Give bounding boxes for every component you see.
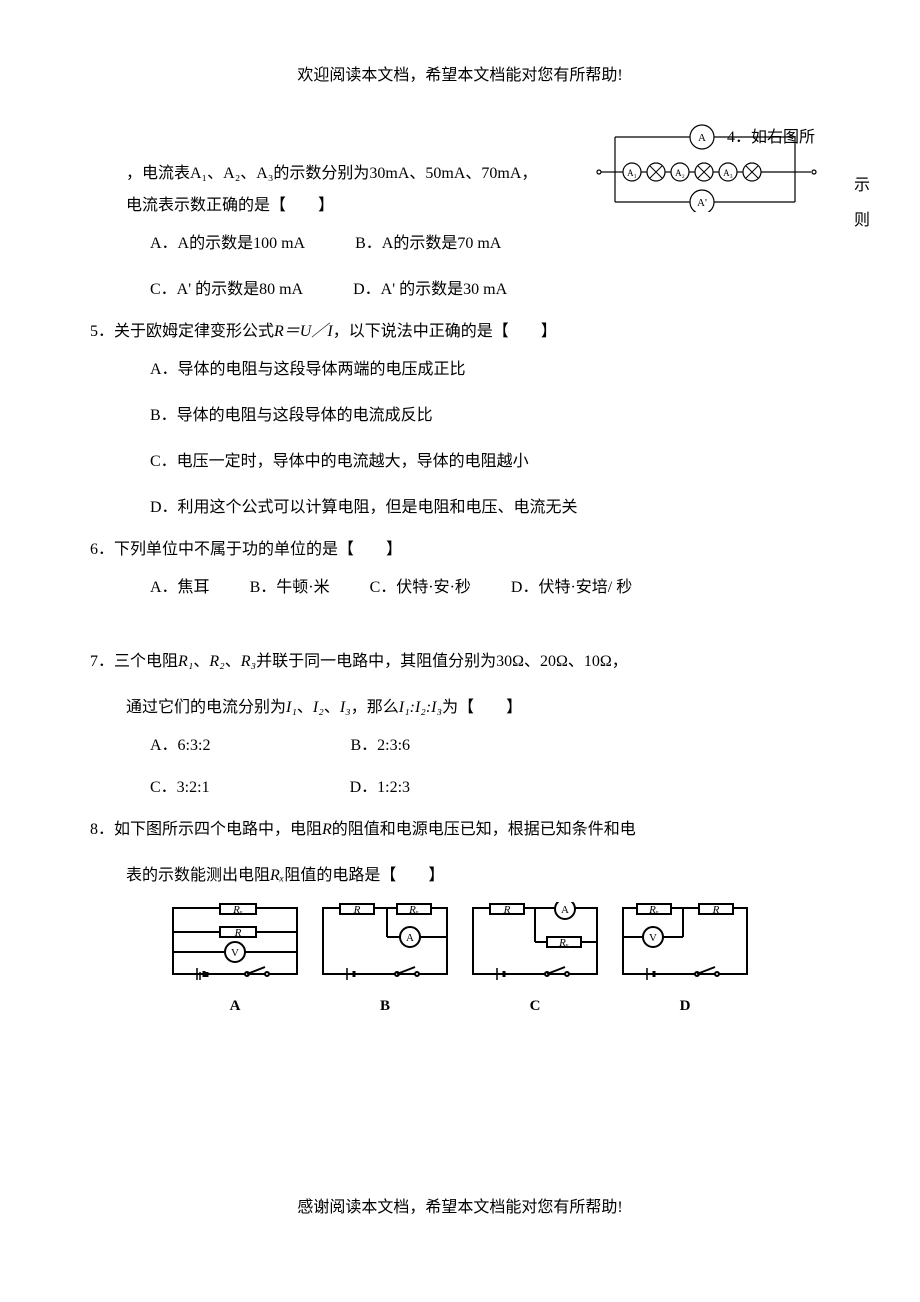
q4-side2: 则 bbox=[854, 205, 870, 237]
svg-text:A': A' bbox=[697, 197, 707, 209]
svg-text:R: R bbox=[712, 904, 720, 916]
page-header: 欢迎阅读本文档，希望本文档能对您有所帮助! bbox=[90, 60, 830, 92]
page-footer: 感谢阅读本文档，希望本文档能对您有所帮助! bbox=[0, 1193, 920, 1217]
q8-diagrams: Rₓ R V bbox=[90, 902, 830, 1021]
q6-stem: 6．下列单位中不属于功的单位的是【 】 bbox=[90, 534, 830, 566]
q7-i2: I₂ bbox=[313, 699, 324, 716]
q7-opt-b: B．2:3:6 bbox=[350, 730, 410, 762]
q7-l1a: 7．三个电阻 bbox=[90, 653, 178, 670]
q8-circuit-c: R A Rₓ bbox=[465, 902, 605, 987]
q7-l2c: 为【 】 bbox=[442, 699, 522, 716]
q4-opt-a: A．A的示数是100 mA bbox=[150, 228, 305, 260]
q6: 6．下列单位中不属于功的单位的是【 】 A．焦耳 B．牛顿·米 C．伏特·安·秒… bbox=[90, 534, 830, 604]
q8-l2a: 表的示数能测出电阻 bbox=[126, 867, 270, 884]
q6-opt-d: D．伏特·安培/ 秒 bbox=[511, 572, 632, 604]
svg-text:A₃: A₃ bbox=[723, 168, 733, 178]
q8-Rx: Rₓ bbox=[270, 867, 284, 884]
q8-R: R bbox=[322, 821, 332, 838]
q8-circuit-a: Rₓ R V bbox=[165, 902, 305, 987]
svg-text:A: A bbox=[406, 932, 414, 944]
svg-text:V: V bbox=[649, 932, 657, 944]
q8-circuit-b: R Rₓ A bbox=[315, 902, 455, 987]
q5-stem-b: ，以下说法中正确的是【 】 bbox=[333, 323, 557, 340]
q8-label-d: D bbox=[615, 991, 755, 1021]
q6-opt-b: B．牛顿·米 bbox=[250, 572, 330, 604]
q7-ratio: I₁:I₂:I₃ bbox=[399, 699, 442, 716]
q7-r3: R₃ bbox=[241, 653, 256, 670]
q7-l2a: 通过它们的电流分别为 bbox=[126, 699, 286, 716]
q7-i1: I₁ bbox=[286, 699, 297, 716]
q7-i3: I₃ bbox=[340, 699, 351, 716]
svg-text:A₁: A₁ bbox=[627, 168, 637, 178]
q4-opt-b: B．A的示数是70 mA bbox=[355, 228, 501, 260]
svg-text:Rₓ: Rₓ bbox=[648, 904, 659, 916]
q8-circuit-d: Rₓ R V bbox=[615, 902, 755, 987]
q4-circuit-diagram: A A₁ A₂ A₃ bbox=[595, 122, 820, 212]
q8-l2b: 阻值的电路是【 】 bbox=[284, 867, 444, 884]
q4-opt-c: C．A' 的示数是80 mA bbox=[150, 274, 303, 306]
q8-l1a: 8．如下图所示四个电路中，电阻 bbox=[90, 821, 322, 838]
q5-opt-a: A．导体的电阻与这段导体两端的电压成正比 bbox=[150, 354, 830, 386]
q4-side1: 示 bbox=[854, 170, 870, 202]
q5-opt-d: D．利用这个公式可以计算电阻，但是电阻和电压、电流无关 bbox=[150, 492, 830, 524]
q7-opt-c: C．3:2:1 bbox=[150, 772, 210, 804]
svg-text:R: R bbox=[353, 904, 361, 916]
q7-opt-a: A．6:3:2 bbox=[150, 730, 210, 762]
q8-label-b: B bbox=[315, 991, 455, 1021]
q5-formula: R＝U／I bbox=[274, 323, 333, 340]
q8-label-a: A bbox=[165, 991, 305, 1021]
svg-text:A: A bbox=[561, 904, 569, 916]
q5-stem-a: 5．关于欧姆定律变形公式 bbox=[90, 323, 274, 340]
svg-text:V: V bbox=[231, 947, 239, 959]
svg-text:A: A bbox=[698, 132, 706, 144]
q8-label-c: C bbox=[465, 991, 605, 1021]
q7-l1b: 并联于同一电路中，其阻值分别为30Ω、20Ω、10Ω， bbox=[256, 653, 628, 670]
svg-text:Rₓ: Rₓ bbox=[232, 904, 243, 916]
q7-r1: R₁ bbox=[178, 653, 193, 670]
q6-opt-a: A．焦耳 bbox=[150, 572, 210, 604]
q7-l2b: ，那么 bbox=[351, 699, 399, 716]
q6-opt-c: C．伏特·安·秒 bbox=[370, 572, 471, 604]
q4-opt-d: D．A' 的示数是30 mA bbox=[353, 274, 507, 306]
q5-opt-c: C．电压一定时，导体中的电流越大，导体的电阻越小 bbox=[150, 446, 830, 478]
svg-text:Rₓ: Rₓ bbox=[558, 937, 569, 949]
q8-l1b: 的阻值和电源电压已知，根据已知条件和电 bbox=[332, 821, 636, 838]
svg-text:R: R bbox=[234, 927, 242, 939]
q8: 8．如下图所示四个电路中，电阻R的阻值和电源电压已知，根据已知条件和电 表的示数… bbox=[90, 814, 830, 1021]
svg-text:R: R bbox=[503, 904, 511, 916]
q7-r2: R₂ bbox=[209, 653, 224, 670]
q7-opt-d: D．1:2:3 bbox=[350, 772, 410, 804]
q7: 7．三个电阻R₁、R₂、R₃并联于同一电路中，其阻值分别为30Ω、20Ω、10Ω… bbox=[90, 646, 830, 804]
q5-opt-b: B．导体的电阻与这段导体的电流成反比 bbox=[150, 400, 830, 432]
svg-text:Rₓ: Rₓ bbox=[408, 904, 419, 916]
q5: 5．关于欧姆定律变形公式R＝U／I，以下说法中正确的是【 】 A．导体的电阻与这… bbox=[90, 316, 830, 524]
svg-text:A₂: A₂ bbox=[675, 168, 685, 178]
